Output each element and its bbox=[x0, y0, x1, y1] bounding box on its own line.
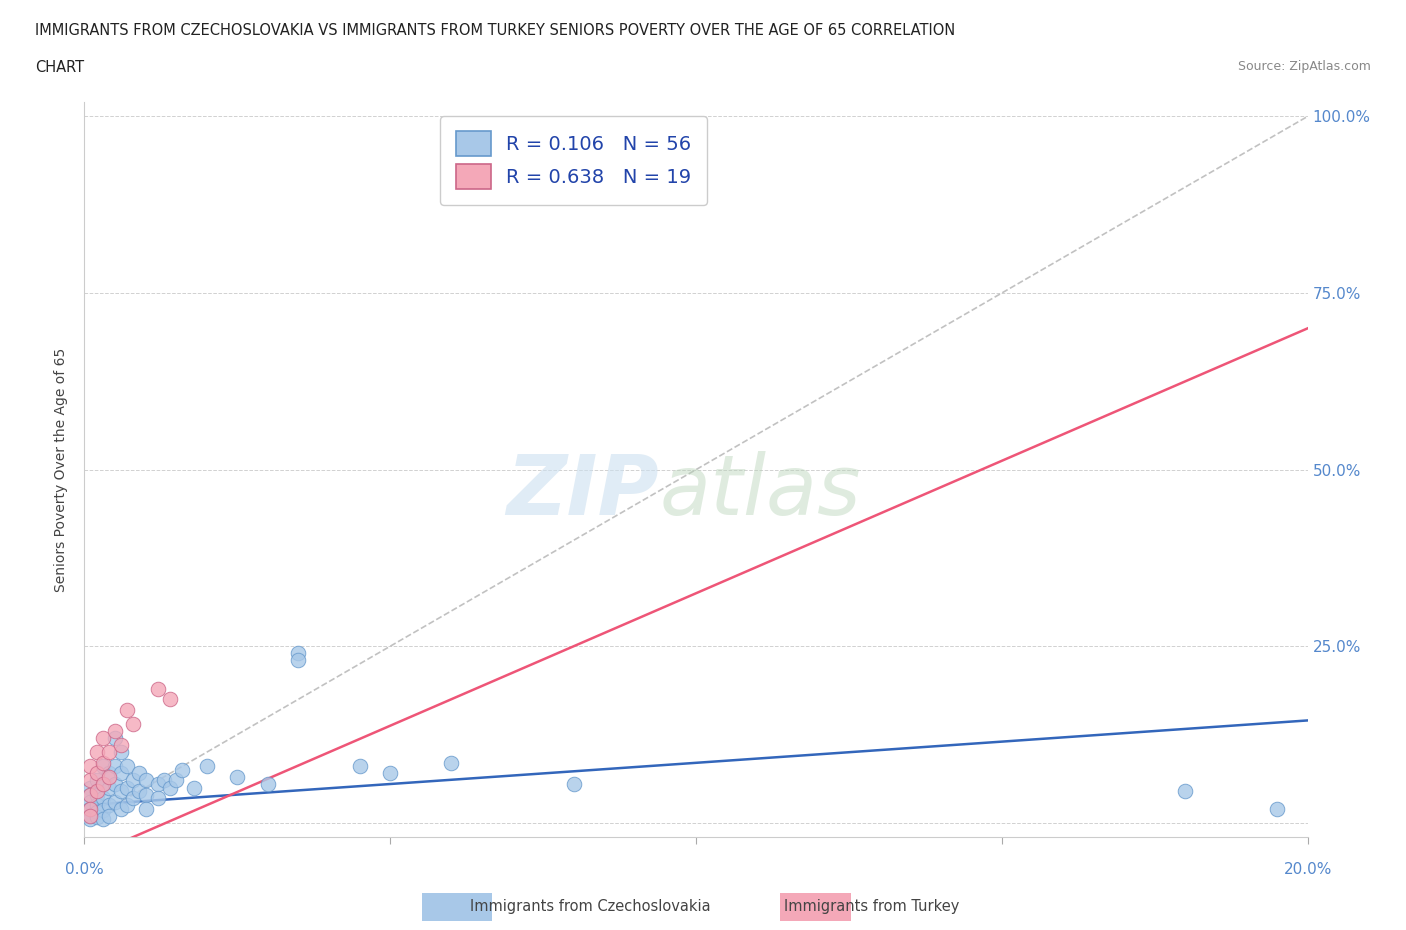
Point bbox=[79, 808, 101, 823]
Point bbox=[91, 812, 114, 827]
Text: Immigrants from Turkey: Immigrants from Turkey bbox=[785, 899, 959, 914]
Legend: R = 0.106   N = 56, R = 0.638   N = 19: R = 0.106 N = 56, R = 0.638 N = 19 bbox=[440, 115, 707, 205]
Point bbox=[86, 766, 108, 781]
Point bbox=[562, 777, 585, 791]
Point bbox=[104, 794, 127, 809]
Point bbox=[79, 787, 101, 802]
Point bbox=[287, 646, 309, 661]
Point bbox=[86, 784, 108, 799]
Point bbox=[1174, 784, 1197, 799]
Point bbox=[79, 802, 101, 817]
Point bbox=[122, 716, 145, 731]
Point bbox=[1265, 802, 1288, 817]
Point bbox=[104, 731, 127, 746]
Point bbox=[349, 759, 371, 774]
Point bbox=[97, 745, 120, 760]
Point bbox=[97, 808, 120, 823]
Point bbox=[122, 790, 145, 805]
Text: Source: ZipAtlas.com: Source: ZipAtlas.com bbox=[1237, 60, 1371, 73]
Point bbox=[135, 773, 157, 788]
Point bbox=[257, 777, 280, 791]
Point bbox=[104, 759, 127, 774]
Point bbox=[110, 802, 132, 817]
Point bbox=[440, 755, 463, 770]
Point bbox=[159, 780, 181, 795]
Point bbox=[172, 763, 194, 777]
Y-axis label: Seniors Poverty Over the Age of 65: Seniors Poverty Over the Age of 65 bbox=[55, 348, 69, 591]
Point bbox=[135, 787, 157, 802]
Point bbox=[79, 780, 101, 795]
Point bbox=[146, 681, 169, 696]
Point bbox=[115, 702, 138, 717]
Text: 20.0%: 20.0% bbox=[1284, 862, 1331, 877]
Point bbox=[79, 802, 101, 817]
Point bbox=[79, 759, 101, 774]
Point bbox=[91, 759, 114, 774]
Point bbox=[104, 724, 127, 738]
Point bbox=[97, 798, 120, 813]
Text: 0.0%: 0.0% bbox=[65, 862, 104, 877]
Point bbox=[97, 766, 120, 781]
FancyBboxPatch shape bbox=[408, 890, 506, 923]
Point bbox=[153, 773, 176, 788]
Point bbox=[86, 810, 108, 825]
Text: ZIP: ZIP bbox=[506, 451, 659, 532]
Point bbox=[86, 798, 108, 813]
Point bbox=[86, 745, 108, 760]
Point bbox=[115, 780, 138, 795]
Point bbox=[79, 773, 101, 788]
Point bbox=[79, 812, 101, 827]
Point bbox=[122, 773, 145, 788]
Point bbox=[110, 784, 132, 799]
Text: atlas: atlas bbox=[659, 451, 860, 532]
Point bbox=[115, 798, 138, 813]
Point bbox=[183, 780, 205, 795]
Text: IMMIGRANTS FROM CZECHOSLOVAKIA VS IMMIGRANTS FROM TURKEY SENIORS POVERTY OVER TH: IMMIGRANTS FROM CZECHOSLOVAKIA VS IMMIGR… bbox=[35, 23, 956, 38]
Point bbox=[86, 804, 108, 819]
Point bbox=[86, 787, 108, 802]
Point bbox=[97, 769, 120, 784]
Text: CHART: CHART bbox=[35, 60, 84, 75]
Point bbox=[79, 787, 101, 802]
Point bbox=[86, 773, 108, 788]
Point bbox=[135, 802, 157, 817]
Point bbox=[110, 737, 132, 752]
Point bbox=[115, 759, 138, 774]
Point bbox=[380, 766, 402, 781]
Point bbox=[104, 777, 127, 791]
Point bbox=[110, 766, 132, 781]
Point bbox=[79, 794, 101, 809]
Point bbox=[91, 777, 114, 791]
Point bbox=[287, 653, 309, 668]
Point bbox=[110, 745, 132, 760]
Point bbox=[146, 790, 169, 805]
Point bbox=[128, 784, 150, 799]
FancyBboxPatch shape bbox=[766, 890, 865, 923]
Point bbox=[97, 780, 120, 795]
Point bbox=[146, 777, 169, 791]
Text: Immigrants from Czechoslovakia: Immigrants from Czechoslovakia bbox=[470, 899, 711, 914]
Point bbox=[159, 692, 181, 707]
Point bbox=[226, 769, 249, 784]
Point bbox=[91, 777, 114, 791]
Point bbox=[91, 731, 114, 746]
Point bbox=[91, 803, 114, 817]
Point bbox=[128, 766, 150, 781]
Point bbox=[91, 790, 114, 805]
Point bbox=[91, 755, 114, 770]
Point bbox=[165, 773, 187, 788]
Point bbox=[79, 808, 101, 823]
Point bbox=[195, 759, 218, 774]
